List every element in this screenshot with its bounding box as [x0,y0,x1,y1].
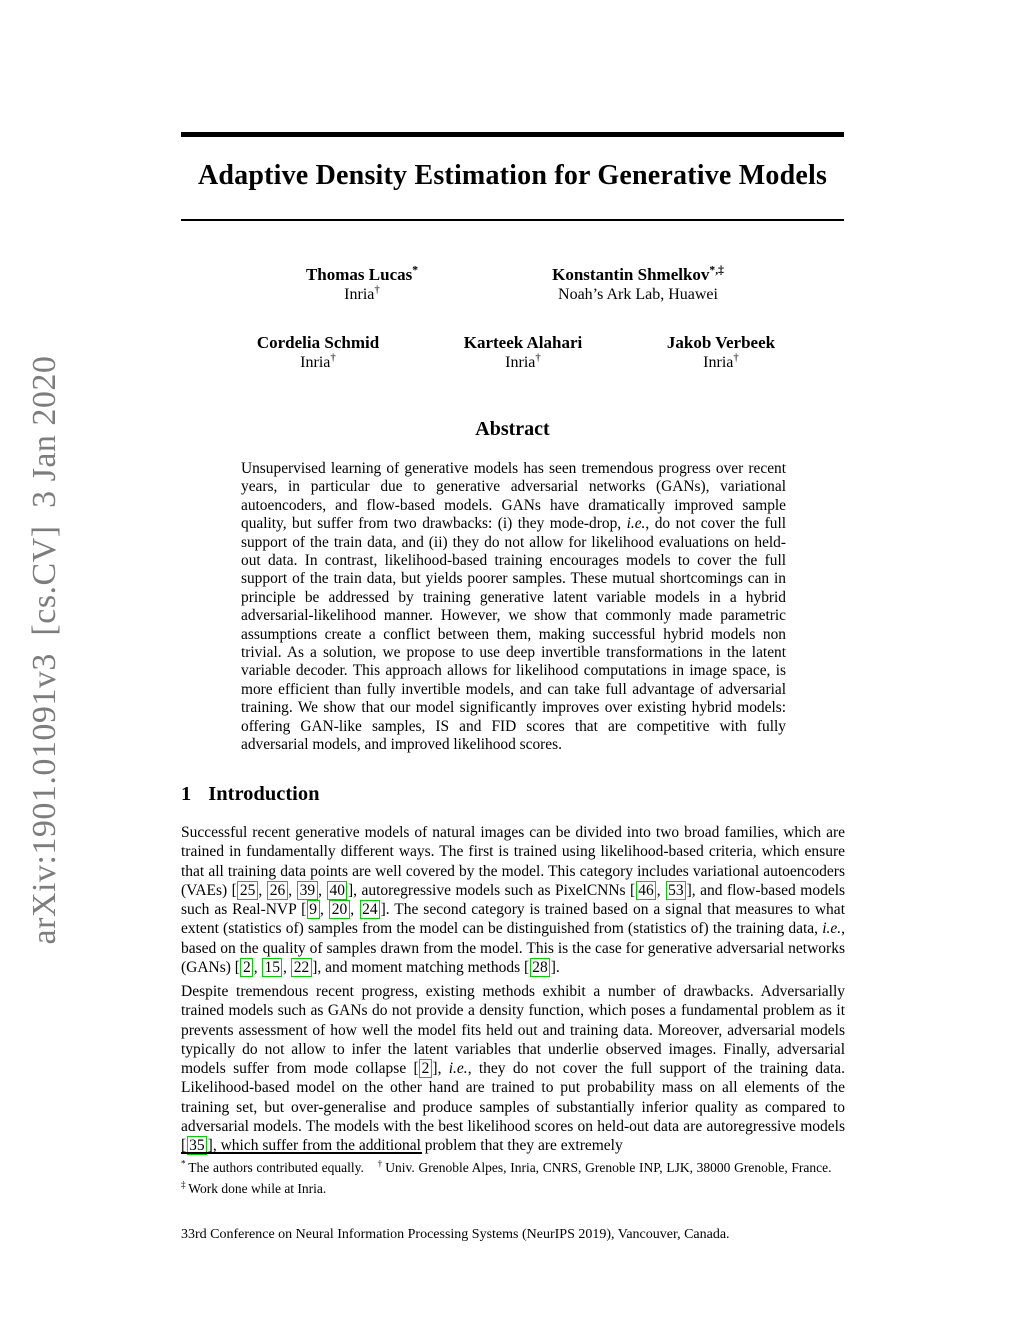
footnotes-text: * The authors contributed equally. † Uni… [181,1158,845,1196]
author-name: Karteek Alahari [463,333,583,352]
abstract-text: Unsupervised learning of generative mode… [241,460,786,754]
footnote-rule [181,1152,422,1154]
author-block: Thomas Lucas* Inria† [222,264,502,305]
author-name: Jakob Verbeek [666,333,776,352]
author-affiliation: Noah’s Ark Lab, Huawei [558,286,718,303]
citation-link[interactable]: 22 [291,958,312,978]
author-block: Konstantin Shmelkov*,‡ Noah’s Ark Lab, H… [498,264,778,305]
citation-link[interactable]: 2 [240,958,254,978]
author-block: Jakob Verbeek Inria† [581,332,861,373]
citation-link[interactable]: 25 [237,880,258,900]
section-title: Introduction [208,783,320,805]
intro-paragraph-1: Successful recent generative models of n… [181,824,846,978]
author-name: Cordelia Schmid [256,333,380,352]
intro-paragraph-2: Despite tremendous recent progress, exis… [181,983,845,1156]
citation-link[interactable]: 9 [306,900,320,920]
author-name: Thomas Lucas* [305,263,419,284]
citation-link[interactable]: 28 [529,958,551,978]
citation-link[interactable]: 2 [419,1059,432,1079]
conference-footer: 33rd Conference on Neural Information Pr… [181,1227,730,1242]
citation-link[interactable]: 46 [635,880,657,900]
author-name: Konstantin Shmelkov*,‡ [552,263,724,284]
paper-title: Adaptive Density Estimation for Generati… [197,160,828,191]
citation-link[interactable]: 40 [326,880,348,900]
author-affiliation: Inria† [344,283,380,303]
author-block: Cordelia Schmid Inria† [178,332,458,373]
citation-link[interactable]: 26 [267,880,288,900]
title-rule-top [181,132,844,137]
author-block: Karteek Alahari Inria† [383,332,663,373]
author-affiliation: Inria† [300,351,336,371]
author-affiliation: Inria† [505,351,541,371]
title-rule-bottom [181,219,844,221]
citation-link[interactable]: 39 [297,880,318,900]
section-heading-introduction: 1 Introduction [181,783,844,806]
section-number: 1 [181,783,192,805]
arxiv-watermark: arXiv:1901.01091v3 [cs.CV] 3 Jan 2020 [26,355,63,945]
citation-link[interactable]: 15 [261,958,283,978]
citation-link[interactable]: 24 [359,900,381,920]
citation-link[interactable]: 20 [329,900,350,920]
citation-link[interactable]: 53 [665,880,687,900]
author-affiliation: Inria† [703,351,739,371]
abstract-heading: Abstract [475,418,550,440]
citation-link[interactable]: 35 [186,1136,208,1156]
